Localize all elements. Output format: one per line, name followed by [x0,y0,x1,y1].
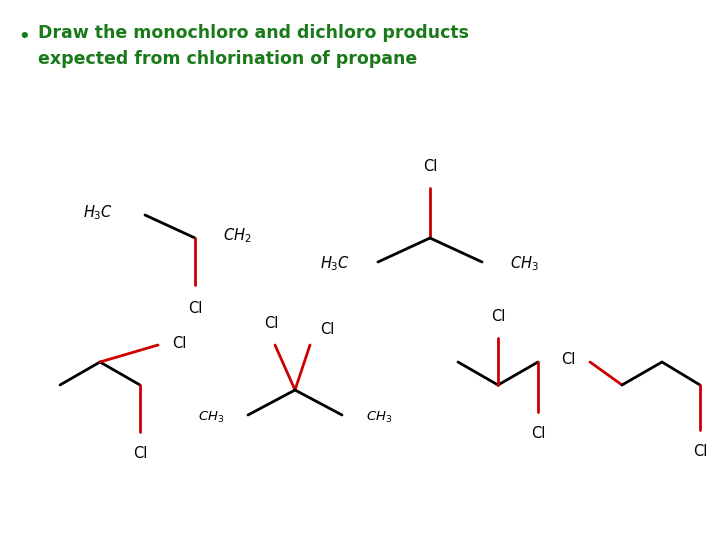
Text: Cl: Cl [423,159,437,174]
Text: expected from chlorination of propane: expected from chlorination of propane [38,50,418,68]
Text: $CH_3$: $CH_3$ [366,409,392,424]
Text: $CH_3$: $CH_3$ [198,409,224,424]
Text: $CH_2$: $CH_2$ [223,227,251,245]
Text: Cl: Cl [264,316,278,331]
Text: Cl: Cl [562,353,576,368]
Text: Cl: Cl [693,444,707,459]
Text: Cl: Cl [188,301,202,316]
Text: Cl: Cl [132,446,147,461]
Text: Cl: Cl [320,322,334,337]
Text: $CH_3$: $CH_3$ [510,255,539,273]
Text: $H_3C$: $H_3C$ [83,204,113,222]
Text: $H_3C$: $H_3C$ [320,255,350,273]
Text: Cl: Cl [531,426,545,441]
Text: •: • [18,28,30,46]
Text: Draw the monochloro and dichloro products: Draw the monochloro and dichloro product… [38,24,469,42]
Text: Cl: Cl [172,335,186,350]
Text: Cl: Cl [491,309,505,324]
